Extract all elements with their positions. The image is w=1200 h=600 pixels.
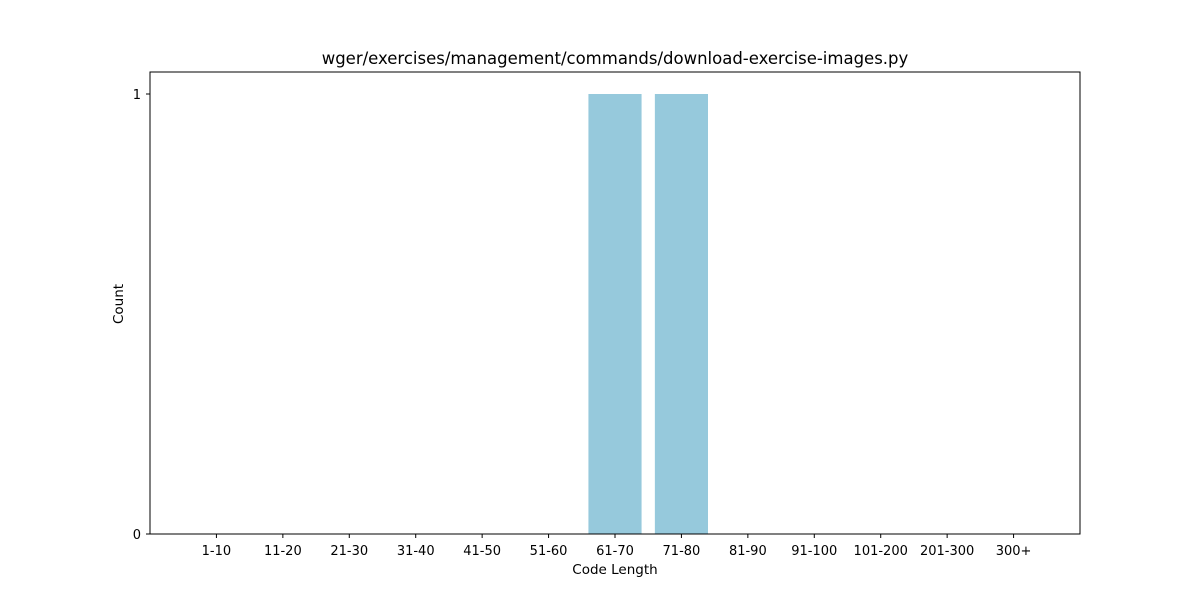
x-tick-label: 81-90 [729, 544, 767, 559]
y-tick-label: 1 [133, 88, 141, 103]
x-tick-label: 201-300 [920, 544, 974, 559]
bar-71-80 [654, 94, 708, 534]
x-axis-label: Code Length [572, 562, 657, 578]
y-tick-label: 0 [133, 528, 141, 543]
bars-group [588, 94, 708, 534]
x-tick-label: 51-60 [530, 544, 568, 559]
y-axis-ticks: 01 [133, 88, 150, 543]
x-tick-label: 31-40 [397, 544, 435, 559]
chart-title: wger/exercises/management/commands/downl… [322, 49, 909, 68]
bar-61-70 [588, 94, 642, 534]
x-tick-label: 11-20 [264, 544, 302, 559]
y-axis-label: Count [111, 284, 127, 324]
x-tick-label: 101-200 [854, 544, 908, 559]
x-tick-label: 1-10 [202, 544, 232, 559]
x-tick-label: 91-100 [791, 544, 837, 559]
x-tick-label: 21-30 [330, 544, 368, 559]
x-tick-label: 61-70 [596, 544, 634, 559]
x-tick-label: 71-80 [663, 544, 701, 559]
x-tick-label: 41-50 [463, 544, 501, 559]
x-axis-ticks: 1-10 11-20 21-30 31-40 41-50 51-60 61-70 71-80 8… [202, 534, 1032, 559]
x-tick-label: 300+ [996, 544, 1032, 559]
